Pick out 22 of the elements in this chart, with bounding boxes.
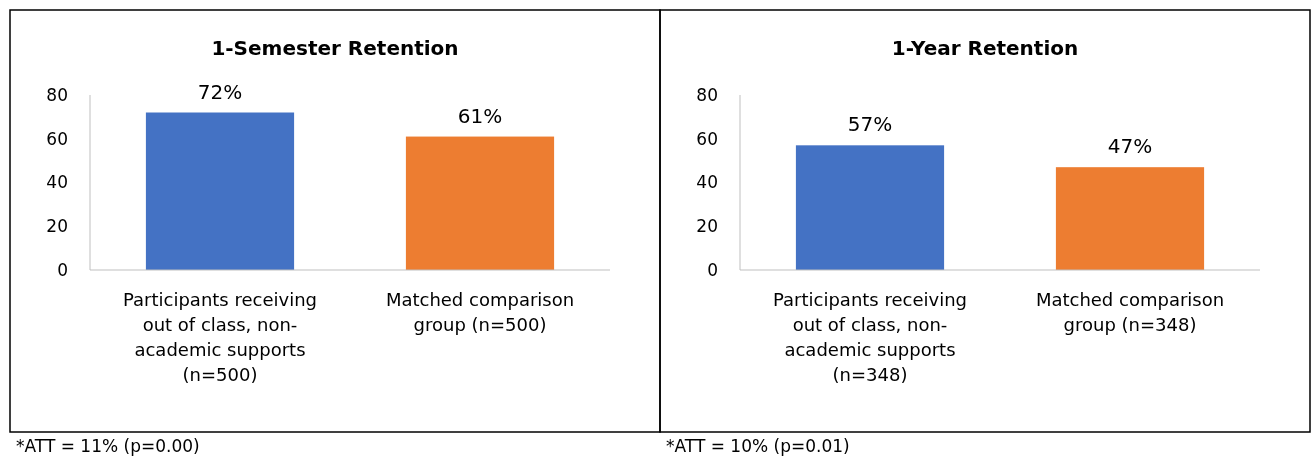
x-tick-label: Participants receiving out of class, non-academic supports (n=500) — [123, 289, 317, 385]
y-tick-label: 80 — [696, 84, 718, 105]
y-tick-label: 40 — [696, 172, 718, 193]
y-tick-label: 60 — [46, 128, 68, 149]
y-tick-label: 80 — [46, 84, 68, 105]
x-tick-label: Matched comparison group (n=348) — [1035, 289, 1225, 335]
data-label: 47% — [1107, 134, 1153, 159]
chart-title: 1-Year Retention — [891, 36, 1079, 60]
y-tick-label: 60 — [696, 128, 718, 149]
y-tick-label: 0 — [707, 259, 718, 280]
y-tick-label: 20 — [696, 216, 718, 237]
text: *ATT = 10% (p=0.01) — [666, 436, 850, 456]
y-tick-label: 0 — [57, 259, 68, 280]
y-tick-label: 20 — [46, 216, 68, 237]
data-label: 57% — [847, 112, 893, 137]
x-tick-label: Participants receiving out of class, non-academic supports (n=348) — [773, 289, 967, 385]
x-tick-label: Matched comparison group (n=500) — [385, 289, 575, 335]
data-label: 72% — [197, 79, 243, 104]
text: *ATT = 11% (p=0.00) — [16, 436, 200, 456]
chart-title: 1-Semester Retention — [211, 36, 459, 60]
y-tick-label: 40 — [46, 172, 68, 193]
data-label: 61% — [457, 103, 503, 128]
